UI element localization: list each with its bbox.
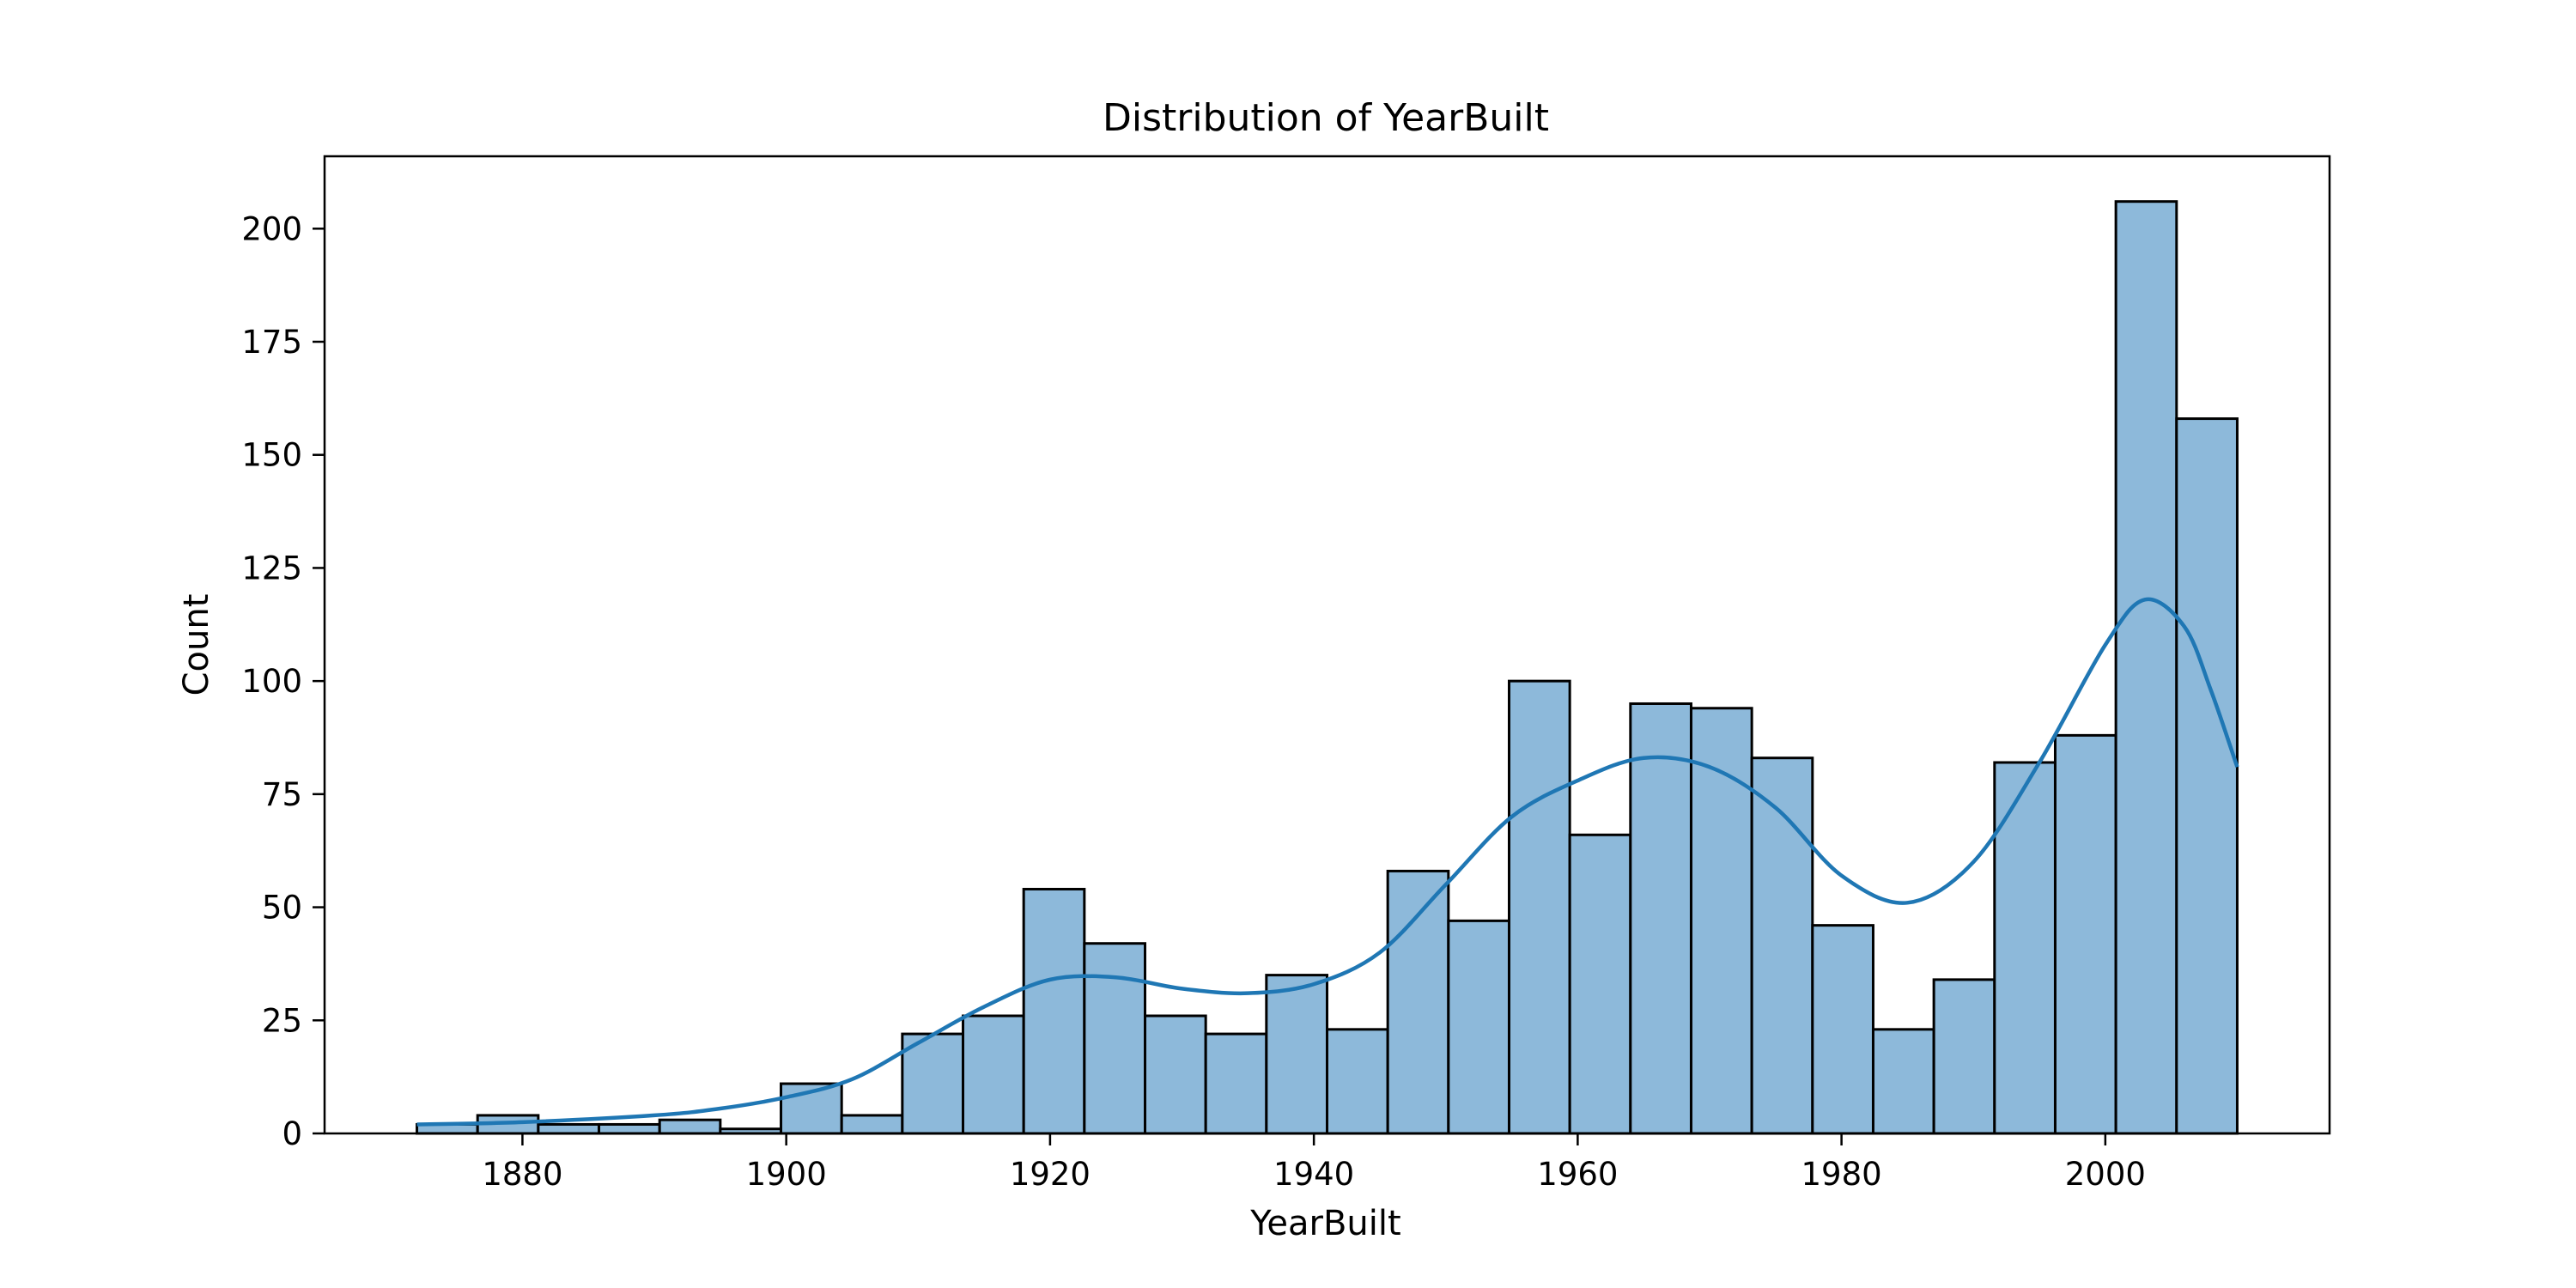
histogram-bar-11: [1083, 942, 1146, 1135]
kde-curve: [416, 597, 2239, 1127]
histogram-bar-10: [1022, 888, 1086, 1135]
x-axis-ticks: 1880 1900 1920 1940 1960 1980 2000: [482, 1133, 2146, 1193]
histogram-bar-29: [2175, 417, 2239, 1135]
y-axis-label: Count: [177, 594, 216, 696]
y-tick-label-0: 0: [282, 1115, 302, 1152]
histogram-bar-13: [1204, 1032, 1268, 1135]
histogram-bar-21: [1689, 707, 1753, 1135]
histogram-bar-19: [1568, 833, 1632, 1135]
y-axis-ticks: 0 25 50 75 100 125 150 175 200: [241, 210, 325, 1152]
x-tick-label-1940: 1940: [1273, 1156, 1354, 1193]
x-tick-label-2000: 2000: [2065, 1156, 2146, 1193]
x-tick-label-1880: 1880: [482, 1156, 562, 1193]
histogram-bar-17: [1447, 919, 1510, 1135]
x-axis-label: YearBuilt: [1249, 1204, 1400, 1243]
x-tick-label-1920: 1920: [1010, 1156, 1091, 1193]
y-tick-label-200: 200: [241, 210, 302, 247]
histogram-bar-6: [780, 1082, 843, 1135]
histogram-bar-20: [1629, 702, 1692, 1135]
histogram-bar-27: [2053, 733, 2117, 1135]
plot-area-frame: [323, 155, 2331, 1135]
histogram-bar-4: [658, 1118, 722, 1135]
y-tick-label-100: 100: [241, 663, 302, 700]
x-tick-label-1980: 1980: [1801, 1156, 1882, 1193]
histogram-bar-15: [1326, 1028, 1389, 1135]
y-tick-label-50: 50: [262, 890, 302, 927]
y-tick-label-150: 150: [241, 437, 302, 474]
chart-title: Distribution of YearBuilt: [1103, 96, 1549, 140]
histogram-bars: [416, 200, 2239, 1135]
histogram-bar-8: [901, 1032, 965, 1135]
x-tick-label-1900: 1900: [746, 1156, 827, 1193]
y-tick-label-75: 75: [262, 776, 302, 813]
histogram-bar-7: [840, 1114, 904, 1135]
histogram-bar-9: [962, 1014, 1025, 1135]
histogram-bar-26: [1993, 761, 2057, 1135]
histogram-bar-25: [1932, 978, 1996, 1135]
histogram-bar-12: [1144, 1014, 1207, 1135]
histogram-bar-23: [1811, 924, 1874, 1135]
histogram-bar-14: [1265, 974, 1328, 1135]
histogram-bar-2: [537, 1122, 601, 1135]
y-tick-label-25: 25: [262, 1002, 302, 1039]
x-tick-label-1960: 1960: [1537, 1156, 1618, 1193]
histogram-bar-3: [598, 1122, 661, 1135]
histogram-bar-24: [1871, 1028, 1935, 1135]
histogram-bar-28: [2114, 200, 2178, 1135]
y-tick-label-175: 175: [241, 324, 302, 361]
y-tick-label-125: 125: [241, 550, 302, 586]
histogram-bar-16: [1386, 869, 1450, 1135]
histogram-bar-18: [1507, 679, 1571, 1135]
